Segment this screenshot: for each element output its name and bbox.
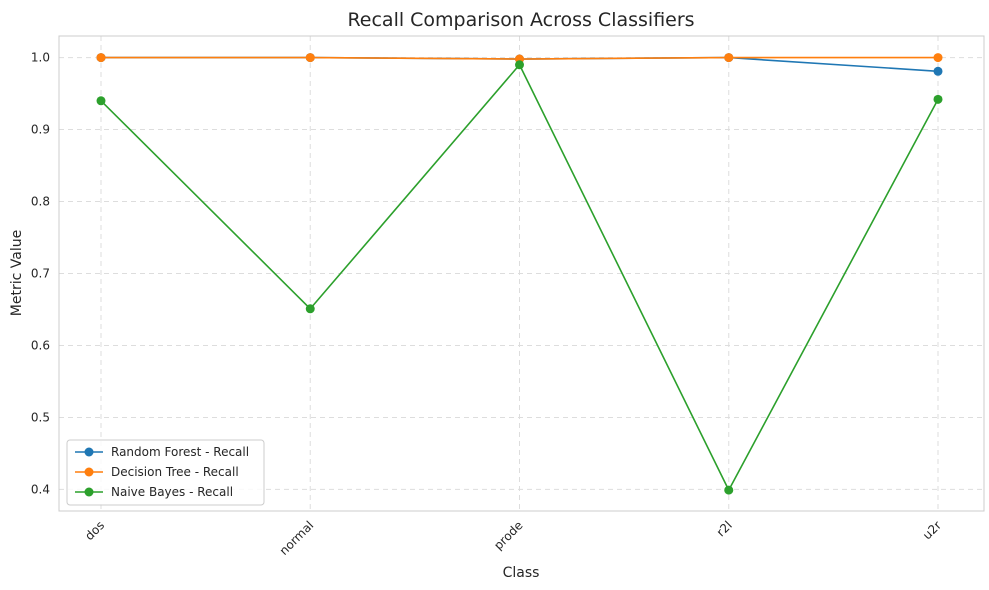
legend: Random Forest - Recall Decision Tree - Re… — [66, 439, 265, 506]
data-point — [96, 96, 106, 106]
legend-entry: Naive Bayes - Recall — [111, 485, 233, 499]
x-tick-label: dos — [82, 518, 107, 543]
x-tick-label: normal — [277, 518, 317, 558]
y-tick-label: 0.6 — [31, 338, 50, 352]
data-point — [724, 53, 734, 63]
data-point — [724, 485, 734, 495]
data-point — [933, 53, 943, 63]
y-tick-label: 0.7 — [31, 267, 50, 281]
y-tick-label: 0.4 — [31, 482, 50, 496]
data-point — [305, 53, 315, 63]
x-tick-label: r2l — [714, 518, 735, 539]
legend-marker — [84, 447, 94, 457]
legend-box — [66, 439, 265, 506]
x-axis: dos normal prode r2l u2r — [82, 518, 944, 558]
data-point — [96, 53, 106, 63]
y-tick-label: 0.9 — [31, 123, 50, 137]
series-group — [96, 53, 943, 495]
data-point — [933, 94, 943, 104]
y-tick-label: 0.8 — [31, 195, 50, 209]
x-axis-label: Class — [503, 565, 540, 581]
plot-area-frame — [58, 35, 985, 512]
legend-marker — [84, 487, 94, 497]
y-axis-label: Metric Value — [9, 230, 25, 316]
chart-title: Recall Comparison Across Classifiers — [347, 9, 694, 31]
series-3 — [96, 60, 943, 495]
y-tick-label: 0.5 — [31, 410, 50, 424]
data-point — [515, 60, 524, 70]
y-axis: 0.4 0.5 0.6 0.7 0.8 0.9 1.0 — [31, 51, 50, 497]
data-point — [933, 66, 943, 76]
legend-marker — [84, 467, 94, 477]
x-tick-label: u2r — [920, 518, 944, 542]
legend-entry: Random Forest - Recall — [111, 445, 249, 459]
y-tick-label: 1.0 — [31, 51, 50, 65]
x-tick-label: prode — [491, 518, 525, 552]
data-point — [305, 304, 315, 314]
legend-entry: Decision Tree - Recall — [111, 465, 239, 479]
